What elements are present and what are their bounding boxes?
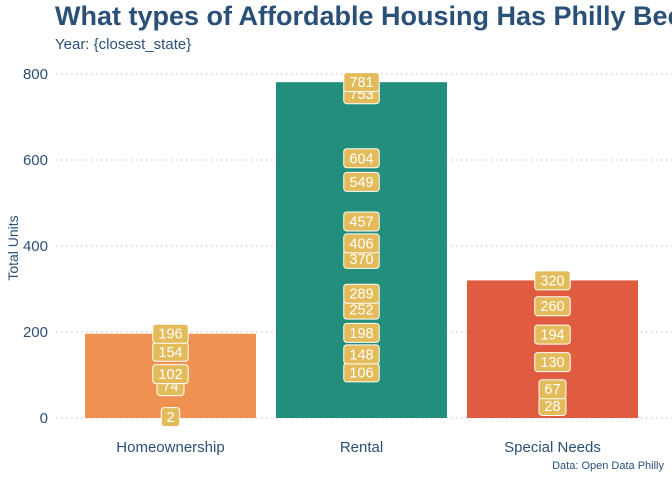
x-tick-label: Rental xyxy=(340,439,383,456)
point-label-text: 106 xyxy=(349,365,373,381)
point-label: 102 xyxy=(152,364,189,385)
point-label-box xyxy=(534,296,571,317)
point-label: 320 xyxy=(534,270,571,291)
point-label-box xyxy=(160,407,181,428)
chart-title: What types of Affordable Housing Has Phi… xyxy=(55,1,672,31)
point-label-box xyxy=(343,72,380,93)
point-label-text: 148 xyxy=(349,347,373,363)
point-label-text: 549 xyxy=(349,175,373,191)
y-tick-label: 200 xyxy=(23,324,48,341)
point-label: 154 xyxy=(152,341,189,362)
point-label: 67 xyxy=(538,379,567,400)
point-label: 370 xyxy=(343,248,380,269)
point-label: 194 xyxy=(534,324,571,345)
point-label-text: 102 xyxy=(158,367,182,383)
point-label-box xyxy=(534,352,571,373)
point-label: 457 xyxy=(343,211,380,232)
point-label-text: 198 xyxy=(349,326,373,342)
point-label-box xyxy=(343,148,380,169)
point-label: 2 xyxy=(160,407,181,428)
point-label-box xyxy=(343,322,380,343)
point-label-box xyxy=(534,270,571,291)
point-label-box xyxy=(343,233,380,254)
point-label-text: 289 xyxy=(349,287,373,303)
point-label: 148 xyxy=(343,344,380,365)
y-tick-label: 400 xyxy=(23,238,48,255)
point-label-text: 406 xyxy=(349,236,373,252)
point-label-text: 252 xyxy=(349,303,373,319)
point-label-text: 2 xyxy=(166,410,174,426)
x-tick-label: Special Needs xyxy=(504,439,601,456)
point-label-text: 67 xyxy=(544,382,560,398)
point-label: 604 xyxy=(343,148,380,169)
point-label-text: 194 xyxy=(540,328,564,344)
point-label-box xyxy=(343,283,380,304)
point-label-text: 604 xyxy=(349,151,373,167)
point-label-text: 28 xyxy=(544,399,560,415)
point-label-text: 196 xyxy=(158,327,182,343)
point-label-box xyxy=(343,344,380,365)
point-label: 130 xyxy=(534,352,571,373)
point-label: 406 xyxy=(343,233,380,254)
point-label-box xyxy=(152,323,189,344)
point-label: 28 xyxy=(538,395,567,416)
y-axis-title: Total Units xyxy=(5,215,21,280)
point-label: 260 xyxy=(534,296,571,317)
point-label: 781 xyxy=(343,72,380,93)
point-label-text: 130 xyxy=(540,355,564,371)
point-label: 196 xyxy=(152,323,189,344)
point-label-text: 154 xyxy=(158,345,182,361)
point-label: 106 xyxy=(343,362,380,383)
point-label-text: 370 xyxy=(349,252,373,268)
point-label: 289 xyxy=(343,283,380,304)
point-label-box xyxy=(152,364,189,385)
point-label: 549 xyxy=(343,171,380,192)
y-tick-label: 0 xyxy=(40,410,48,427)
point-label-text: 260 xyxy=(540,299,564,315)
point-label-text: 320 xyxy=(540,273,564,289)
point-label-box xyxy=(538,379,567,400)
point-label: 252 xyxy=(343,299,380,320)
point-label-text: 781 xyxy=(349,75,373,91)
point-label: 198 xyxy=(343,322,380,343)
point-label-box xyxy=(534,324,571,345)
point-label-box xyxy=(343,171,380,192)
y-tick-label: 600 xyxy=(23,152,48,169)
chart-caption: Data: Open Data Philly xyxy=(552,460,664,472)
chart-subtitle: Year: {closest_state} xyxy=(55,36,192,53)
y-tick-label: 800 xyxy=(23,66,48,83)
point-label-text: 457 xyxy=(349,214,373,230)
point-label-box xyxy=(343,211,380,232)
x-tick-label: Homeownership xyxy=(116,439,224,456)
